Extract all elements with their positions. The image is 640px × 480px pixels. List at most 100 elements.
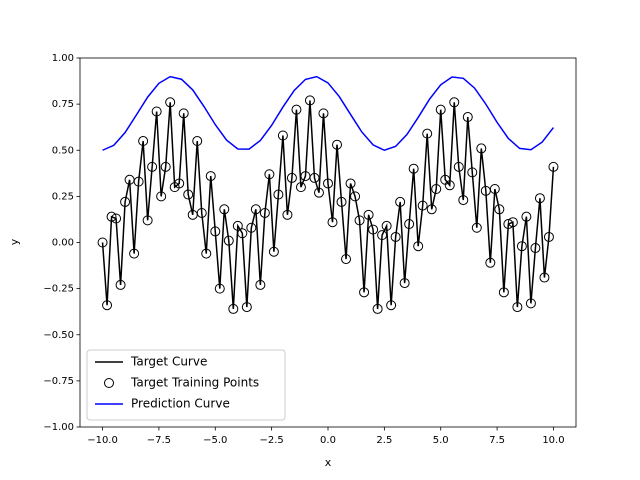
data-point [431, 183, 442, 194]
y-tick-label: −1.00 [43, 422, 74, 433]
data-point [476, 143, 487, 154]
data-point [390, 231, 401, 242]
data-point [381, 220, 392, 231]
data-point [359, 287, 370, 298]
data-point [336, 196, 347, 207]
data-point [521, 211, 532, 222]
data-point [304, 95, 315, 106]
series-line [101, 100, 555, 309]
data-point [458, 195, 469, 206]
data-point [462, 112, 473, 123]
data-point [133, 176, 144, 187]
data-point [156, 191, 167, 202]
data-point [318, 108, 329, 119]
data-point [404, 219, 415, 230]
data-point [174, 178, 185, 189]
data-point [494, 204, 505, 215]
x-axis-label: x [325, 456, 332, 469]
data-point [543, 231, 554, 242]
data-point [313, 187, 324, 198]
legend-swatch [104, 378, 114, 388]
plot-frame [79, 57, 577, 428]
y-tick-label: 0.25 [52, 191, 74, 202]
data-point [255, 279, 266, 290]
data-point [512, 302, 523, 313]
data-point [525, 298, 536, 309]
data-point [332, 139, 343, 150]
x-tick-label: −2.5 [259, 435, 283, 446]
data-point [395, 196, 406, 207]
data-point [165, 97, 176, 108]
data-point [111, 213, 122, 224]
x-tick-label: 5.0 [433, 435, 449, 446]
data-point [219, 204, 230, 215]
data-point [129, 248, 140, 259]
data-point [503, 219, 514, 230]
x-tick-label: 2.5 [376, 435, 392, 446]
y-tick-label: −0.75 [43, 376, 74, 387]
data-point [286, 172, 297, 183]
data-point [327, 217, 338, 228]
y-tick-label: 1.00 [52, 53, 74, 64]
data-point [205, 171, 216, 182]
x-tick-label: −5.0 [203, 435, 227, 446]
legend-label: Target Curve [130, 355, 207, 369]
data-point [345, 178, 356, 189]
data-point [530, 243, 541, 254]
data-point [115, 279, 126, 290]
data-point [341, 254, 352, 265]
data-point [435, 104, 446, 115]
data-point [228, 303, 239, 314]
data-point [386, 300, 397, 311]
data-point [498, 287, 509, 298]
y-tick-label: 0.50 [52, 145, 74, 156]
data-point [350, 191, 361, 202]
data-point [516, 241, 527, 252]
data-point [282, 209, 293, 220]
data-point [323, 178, 333, 189]
data-point [273, 189, 284, 200]
data-point [250, 204, 261, 215]
x-tick-label: −7.5 [147, 435, 171, 446]
y-tick-label: −0.50 [43, 330, 74, 341]
data-point [372, 303, 383, 314]
y-tick-label: 0.75 [52, 99, 74, 110]
legend-box [86, 349, 286, 421]
data-point [237, 228, 248, 239]
data-point [507, 217, 518, 228]
data-point [295, 182, 306, 193]
data-point [377, 230, 388, 241]
data-point [363, 209, 374, 220]
data-point [548, 161, 559, 172]
data-point [241, 302, 252, 313]
data-point [106, 211, 117, 222]
x-tick-label: 7.5 [489, 435, 505, 446]
data-point [309, 172, 320, 183]
data-point [408, 163, 419, 174]
data-point [354, 215, 365, 226]
data-point [449, 97, 460, 108]
data-point [399, 278, 410, 289]
data-point [214, 283, 225, 294]
data-point [142, 215, 153, 226]
data-point [183, 189, 194, 200]
data-point [444, 180, 455, 191]
data-point [277, 130, 288, 141]
data-point [259, 207, 270, 218]
data-point [97, 237, 108, 248]
data-point [417, 200, 428, 211]
data-point [178, 108, 189, 119]
data-point [268, 246, 279, 257]
data-point [102, 300, 113, 311]
data-point [264, 169, 275, 180]
data-point [232, 220, 243, 231]
data-point [413, 241, 424, 252]
data-point [489, 183, 500, 194]
data-point [151, 106, 162, 117]
legend-label: Target Training Points [130, 376, 259, 390]
data-point [534, 193, 545, 204]
legend-label: Prediction Curve [131, 397, 230, 411]
y-axis-label: y [8, 238, 21, 245]
data-point [138, 136, 149, 147]
